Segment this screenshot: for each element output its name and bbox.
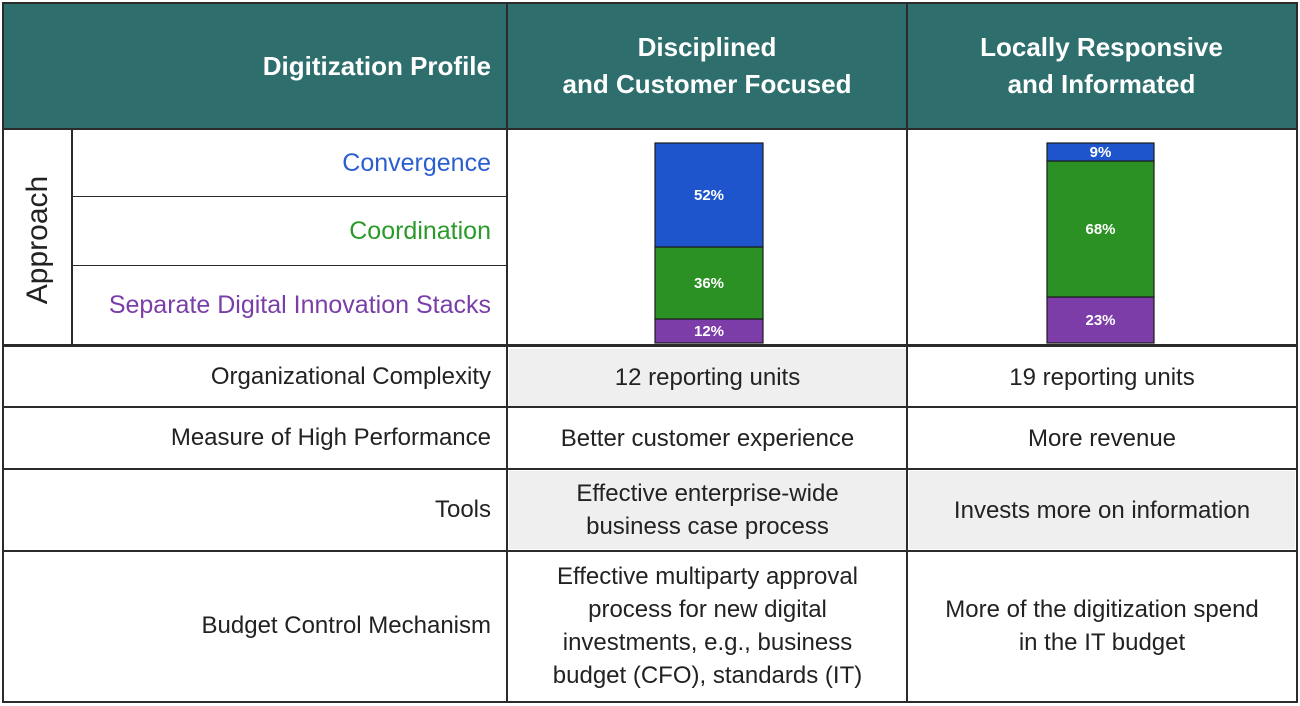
approach-separate-stacks-label: Separate Digital Innovation Stacks bbox=[108, 290, 491, 319]
row-value-col1-tools: Effective enterprise-wide business case … bbox=[509, 471, 906, 549]
header-disciplined-customer-focused: Disciplined and Customer Focused bbox=[507, 4, 907, 128]
bar-label-convergence-col2: 9% bbox=[1090, 144, 1112, 161]
row-label-organizational-complexity: Organizational Complexity bbox=[210, 363, 491, 390]
row-value-col1-budget-control-mechanism: Effective multiparty approval process fo… bbox=[552, 563, 863, 689]
row-label-measure-high-performance: Measure of High Performance bbox=[170, 424, 491, 451]
table-top-border bbox=[2, 2, 1298, 4]
row-divider-1 bbox=[2, 406, 1298, 408]
header-profile-label: Digitization Profile bbox=[4, 4, 507, 128]
bar-segment-convergence-col1 bbox=[654, 142, 764, 248]
table-bottom-border bbox=[2, 701, 1298, 703]
approach-label-divider bbox=[71, 128, 73, 346]
bar-segment-separate-digital-innovation-stacks-col1 bbox=[654, 318, 764, 344]
row-value-col2-measure-high-performance: More revenue bbox=[1027, 424, 1177, 452]
row-label-tools: Tools bbox=[434, 495, 491, 523]
table-left-border bbox=[2, 2, 4, 703]
row-value-col1-organizational-complexity: 12 reporting units bbox=[509, 349, 906, 406]
bar-label-coordination-col1: 36% bbox=[694, 275, 724, 292]
row-label-budget-control-mechanism: Budget Control Mechanism bbox=[201, 612, 491, 639]
row-value-col2-organizational-complexity: 19 reporting units bbox=[1009, 363, 1195, 391]
bar-label-separate-digital-innovation-stacks-col2: 23% bbox=[1085, 312, 1115, 329]
column-divider-2 bbox=[906, 2, 908, 703]
row-value-col1-measure-high-performance: Better customer experience bbox=[560, 424, 855, 452]
table-right-border bbox=[1296, 2, 1298, 703]
column-divider-1 bbox=[506, 2, 508, 703]
bar-segment-coordination-col2 bbox=[1046, 160, 1155, 298]
bar-segment-coordination-col1 bbox=[654, 246, 764, 320]
approach-divider-1 bbox=[72, 196, 507, 197]
row-divider-3 bbox=[2, 550, 1298, 552]
bar-segment-convergence-col2 bbox=[1046, 142, 1155, 162]
bar-label-separate-digital-innovation-stacks-col1: 12% bbox=[694, 323, 724, 340]
approach-bottom-border bbox=[2, 344, 1298, 347]
approach-coordination-label: Coordination bbox=[349, 216, 491, 245]
header-bottom-border bbox=[2, 128, 1298, 130]
row-divider-2 bbox=[2, 468, 1298, 470]
row-value-col2-budget-control-mechanism: More of the digitization spend in the IT… bbox=[945, 596, 1259, 656]
approach-divider-2 bbox=[72, 265, 507, 266]
row-value-col2-tools: Invests more on information bbox=[909, 471, 1295, 549]
approach-convergence-label: Convergence bbox=[342, 148, 491, 177]
bar-segment-separate-digital-innovation-stacks-col2 bbox=[1046, 296, 1155, 344]
header-locally-responsive-informated: Locally Responsive and Informated bbox=[907, 4, 1296, 128]
bar-label-coordination-col2: 68% bbox=[1085, 221, 1115, 238]
bar-label-convergence-col1: 52% bbox=[694, 187, 724, 204]
